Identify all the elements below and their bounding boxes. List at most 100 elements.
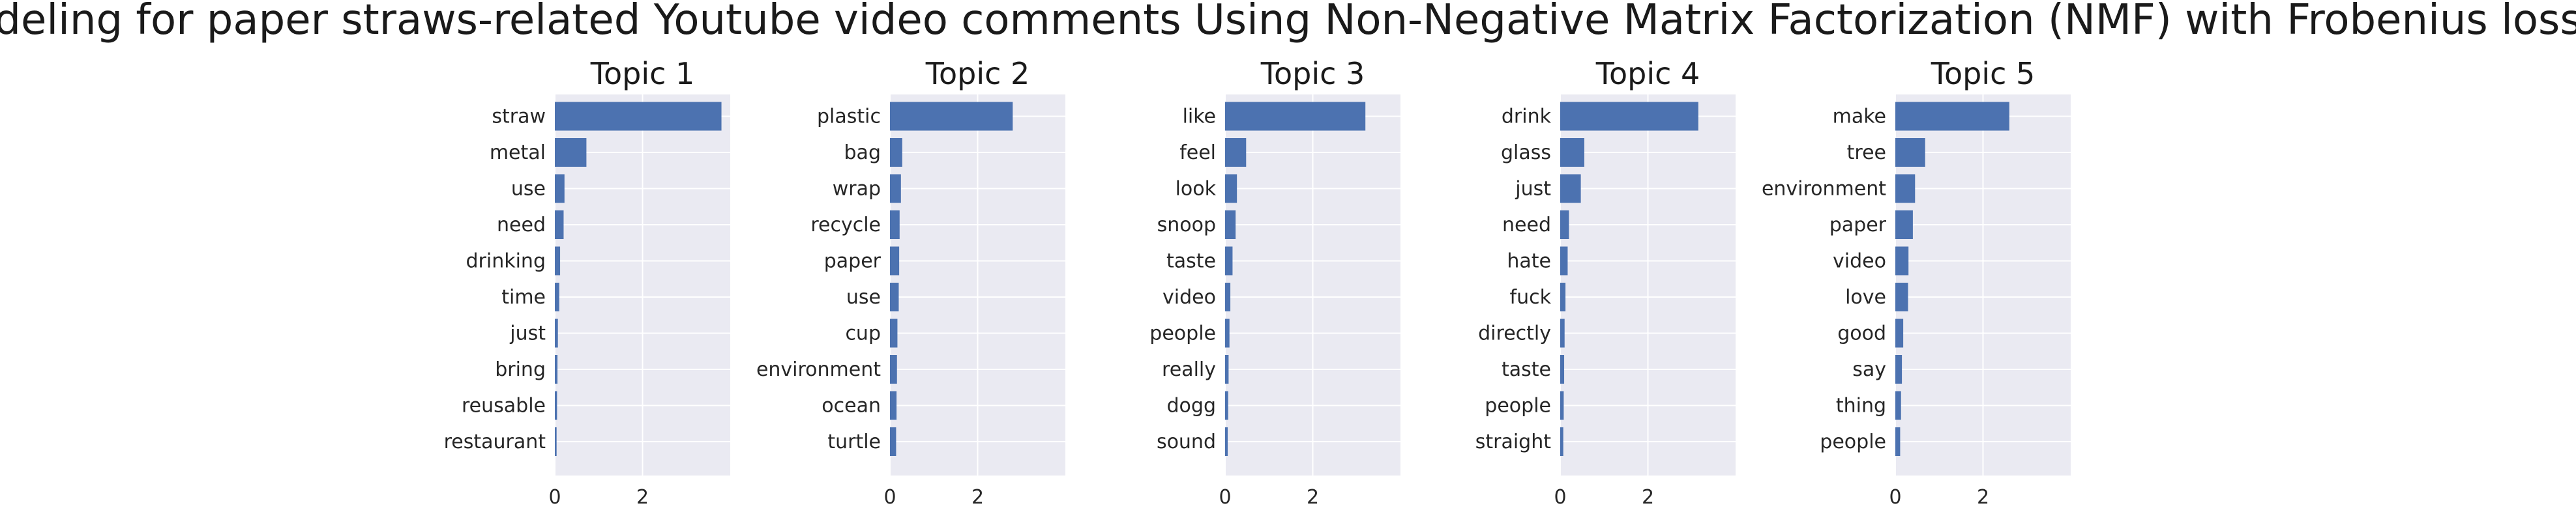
category-label: recycle xyxy=(810,214,881,236)
figure-title: Topic modeling for paper straws-related … xyxy=(0,0,2576,44)
category-label: plastic xyxy=(817,106,881,128)
bar xyxy=(890,319,898,348)
bar xyxy=(1895,391,1901,420)
category-label: cup xyxy=(845,322,881,345)
bar xyxy=(1225,138,1247,167)
bar xyxy=(1560,391,1564,420)
category-label: make xyxy=(1833,106,1886,128)
bar xyxy=(555,391,557,420)
x-tick-label: 2 xyxy=(636,486,649,509)
category-label: people xyxy=(1485,395,1551,418)
bar xyxy=(1895,427,1901,456)
category-label: use xyxy=(511,178,546,201)
subplot-topic-3: like feel look snoop taste video people really d… xyxy=(1149,56,1400,509)
bar xyxy=(890,174,901,203)
category-label: directly xyxy=(1478,322,1551,345)
bar xyxy=(1560,174,1581,203)
subplot-title: Topic 5 xyxy=(1931,56,2036,91)
x-tick-label: 0 xyxy=(883,486,896,509)
bar xyxy=(890,246,900,276)
category-label: really xyxy=(1162,358,1216,381)
category-label: drink xyxy=(1502,106,1552,128)
bar xyxy=(890,283,899,311)
category-label: straw xyxy=(492,106,546,128)
bar xyxy=(1225,355,1229,384)
category-label: ocean xyxy=(822,395,881,418)
bar xyxy=(1560,283,1566,311)
bar xyxy=(1560,102,1698,131)
bar xyxy=(1895,174,1916,203)
bar xyxy=(1560,427,1563,456)
bar xyxy=(1895,210,1913,239)
category-label: taste xyxy=(1166,250,1216,273)
bar xyxy=(1895,102,2009,131)
bar xyxy=(1895,319,1904,348)
category-label: snoop xyxy=(1157,214,1216,236)
bar xyxy=(1225,174,1237,203)
x-tick-label: 0 xyxy=(1889,486,1901,509)
bar xyxy=(1225,102,1366,131)
category-label: love xyxy=(1845,286,1886,309)
bar xyxy=(555,319,558,348)
bar xyxy=(555,138,587,167)
category-label: video xyxy=(1833,250,1886,273)
category-label: thing xyxy=(1836,395,1886,418)
bar xyxy=(555,102,722,131)
x-tick-label: 0 xyxy=(1219,486,1231,509)
bar xyxy=(555,427,557,456)
category-label: feel xyxy=(1179,141,1216,164)
bar xyxy=(1560,210,1569,239)
category-label: good xyxy=(1837,322,1886,345)
x-tick-label: 2 xyxy=(1307,486,1319,509)
category-label: environment xyxy=(756,358,881,381)
category-label: tree xyxy=(1847,141,1886,164)
category-label: sound xyxy=(1157,431,1216,453)
subplot-topic-5: make tree environment paper video love good say… xyxy=(1762,56,2071,509)
bar xyxy=(1560,138,1584,167)
category-label: straight xyxy=(1475,431,1552,453)
bar xyxy=(555,174,565,203)
category-label: hate xyxy=(1507,250,1551,273)
subplot-topic-2: plastic bag wrap recycle paper use cup environm… xyxy=(756,56,1065,509)
category-label: bag xyxy=(844,141,881,164)
bar xyxy=(555,210,564,239)
category-label: paper xyxy=(824,250,881,273)
bar xyxy=(1225,210,1236,239)
subplot-title: Topic 2 xyxy=(925,56,1030,91)
category-label: time xyxy=(501,286,546,309)
category-label: people xyxy=(1149,322,1216,345)
x-tick-label: 0 xyxy=(548,486,561,509)
category-label: look xyxy=(1176,178,1217,201)
category-label: reusable xyxy=(462,395,546,418)
bar xyxy=(890,210,900,239)
bar xyxy=(890,427,896,456)
bar xyxy=(890,391,897,420)
bar xyxy=(1895,138,1925,167)
bar xyxy=(1895,246,1909,276)
subplot-title: Topic 1 xyxy=(590,56,695,91)
category-label: need xyxy=(1502,214,1551,236)
bar xyxy=(890,102,1013,131)
category-label: drinking xyxy=(466,250,546,273)
bar xyxy=(1225,283,1231,311)
x-tick-label: 2 xyxy=(1977,486,1989,509)
bar xyxy=(1225,246,1233,276)
category-label: people xyxy=(1820,431,1886,453)
bar xyxy=(1225,427,1228,456)
category-label: wrap xyxy=(833,178,881,201)
subplot-title: Topic 3 xyxy=(1260,56,1365,91)
category-label: restaurant xyxy=(444,431,546,453)
category-label: metal xyxy=(490,141,546,164)
category-label: like xyxy=(1183,106,1216,128)
bar xyxy=(1560,355,1565,384)
category-label: just xyxy=(509,322,546,345)
category-label: taste xyxy=(1502,358,1551,381)
x-tick-label: 2 xyxy=(971,486,984,509)
category-label: fuck xyxy=(1510,286,1552,309)
bar xyxy=(1895,355,1902,384)
category-label: environment xyxy=(1762,178,1886,201)
category-label: dogg xyxy=(1167,395,1216,418)
category-label: turtle xyxy=(827,431,881,453)
